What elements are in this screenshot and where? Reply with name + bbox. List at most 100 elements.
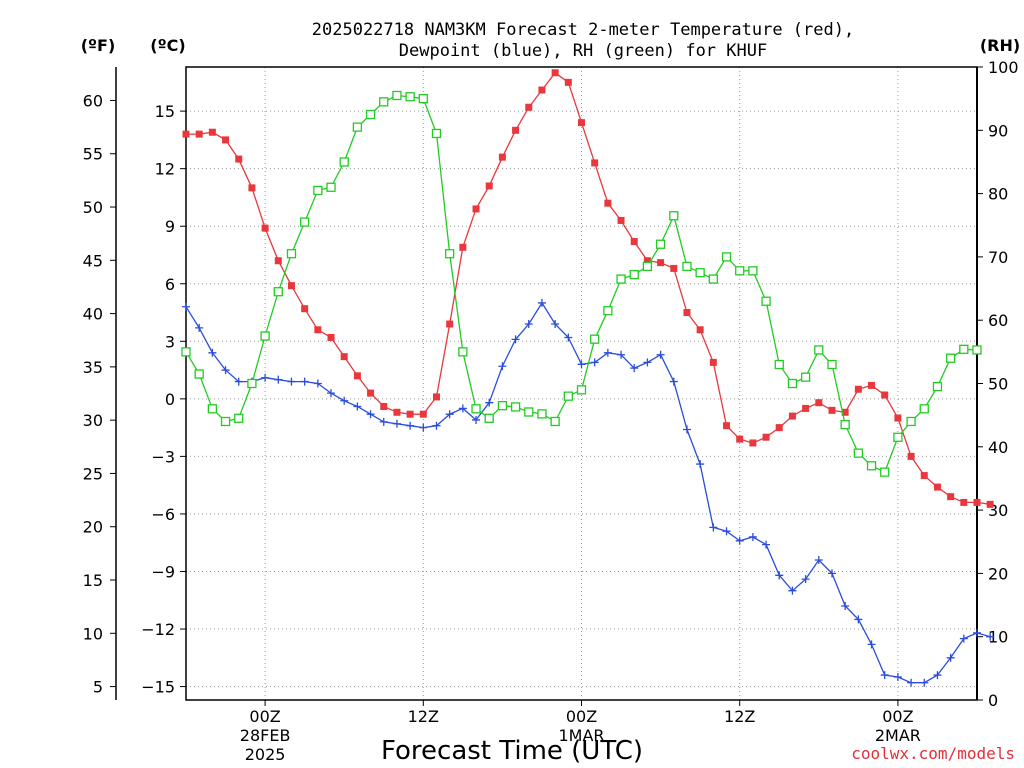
dewpoint-point [656,350,665,359]
temperature-series [182,69,994,508]
rh-point [735,266,745,276]
dewpoint-point [933,671,942,680]
temperature-point [182,130,190,138]
rh-tick-label: 0 [988,691,998,710]
rh-point [497,401,508,411]
fahrenheit-tick-label: 15 [83,571,103,590]
temperature-point [551,69,559,77]
temperature-point [578,119,585,127]
dewpoint-point [353,402,362,411]
celsius-tick-label: −12 [141,620,175,639]
rh-point [458,347,468,357]
dewpoint-line [185,301,991,684]
celsius-tick-label: 0 [165,390,175,409]
rh-point [273,287,283,297]
temperature-point [274,257,282,265]
time-tick-label: 12Z [408,707,439,726]
rh-point [484,413,494,423]
rh-point [932,382,943,392]
rh-point [220,416,231,427]
temperature-point [920,472,928,480]
dewpoint-point [788,586,797,595]
rh-tick-label: 50 [988,375,1008,394]
temperature-point [432,393,440,401]
fahrenheit-tick-label: 5 [93,678,103,697]
fahrenheit-unit-label: (ºF) [81,36,116,55]
temperature-line [186,71,991,505]
dewpoint-point [973,628,981,637]
temperature-point [828,406,836,414]
temperature-point [419,410,427,418]
rh-point [972,345,982,355]
temperature-point [723,422,731,430]
rh-series [181,90,982,477]
dewpoint-point [524,320,533,329]
fahrenheit-tick-label: 30 [83,411,103,430]
dewpoint-point [406,421,415,430]
dewpoint-point [669,377,678,386]
temperature-point [947,493,955,501]
rh-tick-label: 40 [988,438,1008,457]
rh-point [550,416,560,427]
dewpoint-point [379,417,388,426]
dewpoint-point [472,415,481,424]
rh-tick-label: 90 [988,121,1008,140]
rh-point [893,432,903,442]
rh-point [827,359,837,370]
rh-point [906,416,916,427]
x-axis-title: Forecast Time (UTC) [381,736,643,766]
dewpoint-point [986,632,995,641]
temperature-point [683,309,691,317]
temperature-point [327,333,335,341]
temperature-point [235,155,243,163]
temperature-point [367,389,375,397]
dewpoint-point [419,423,428,432]
temperature-point [248,184,256,192]
dewpoint-point [445,410,454,419]
fahrenheit-tick-label: 35 [83,358,103,377]
temperature-point [380,403,388,411]
rh-point [510,402,521,412]
rh-point [787,378,798,389]
rh-point [774,359,784,370]
temperature-point [907,452,915,460]
rh-tick-label: 60 [988,311,1008,330]
temperature-point [933,483,941,491]
date-tick-label: 1MAR [558,726,604,745]
rh-point [313,185,323,196]
celsius-unit-label: (ºC) [150,36,185,55]
temperature-point [208,128,216,136]
temperature-point [459,243,467,251]
data-series [181,69,995,687]
rh-point [576,385,587,395]
celsius-tick-label: 15 [155,102,175,121]
dewpoint-point [485,398,494,407]
dewpoint-point [814,555,823,564]
rh-point [181,347,191,357]
celsius-tick-label: 3 [165,332,175,351]
dewpoint-point [458,404,467,413]
dewpoint-point [300,377,309,386]
dewpoint-point [313,379,322,388]
dewpoint-point [366,410,375,419]
celsius-tick-label: 12 [155,160,175,179]
temperature-point [301,305,309,313]
rh-point [194,369,204,379]
dewpoint-point [827,569,836,578]
time-tick-label: 00Z [882,707,913,726]
rh-point [590,334,600,344]
temperature-point [261,224,269,232]
rh-point [840,419,850,430]
title-line-1: 2025022718 NAM3KM Forecast 2-meter Tempe… [312,20,854,40]
rh-tick-label: 70 [988,248,1008,267]
rh-point [669,211,679,221]
temperature-point [195,130,203,138]
dewpoint-point [735,536,744,545]
rh-point [563,391,573,401]
rh-point [853,448,863,458]
rh-point [642,261,653,272]
dewpoint-point [643,358,652,367]
temperature-point [881,391,889,399]
dewpoint-point [182,302,190,311]
dewpoint-point [511,335,520,344]
